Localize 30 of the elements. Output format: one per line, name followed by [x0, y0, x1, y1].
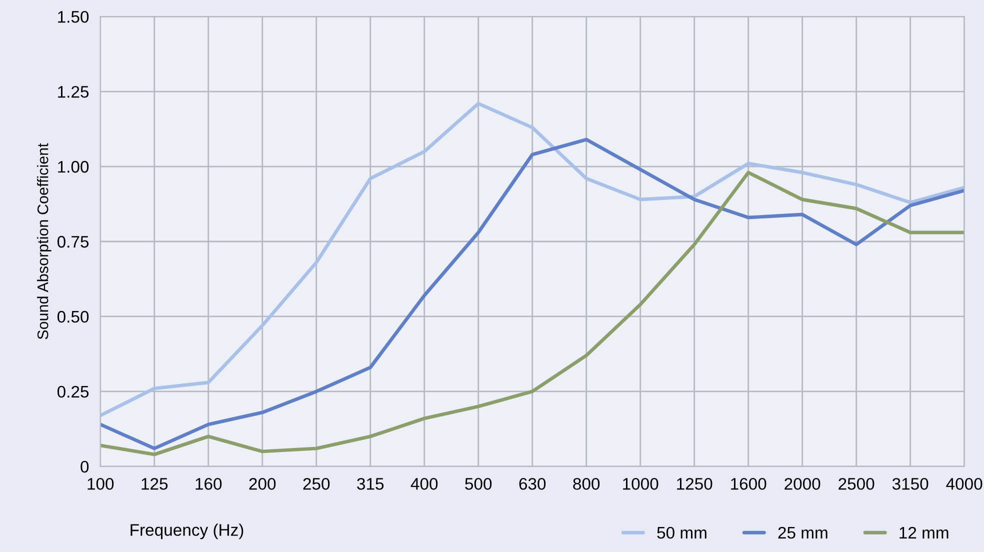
y-tick-label: 1.50 [58, 10, 89, 23]
x-tick-label: 800 [573, 478, 600, 490]
legend-label: 12 mm [900, 526, 948, 539]
y-tick-label: 1.00 [58, 160, 89, 173]
legend-label: 50 mm [657, 526, 706, 539]
line-series [100, 102, 964, 418]
y-tick-label: 0.25 [57, 386, 89, 398]
y-tick-label: 1.25 [58, 86, 89, 98]
y-tick-label: 0.75 [57, 236, 89, 248]
x-tick-label: 4000 [946, 478, 982, 490]
x-tick-label: 400 [410, 478, 438, 490]
x-tick-label: 3150 [892, 478, 928, 490]
x-tick-label: 630 [519, 478, 546, 490]
x-tick-label: 160 [196, 478, 222, 490]
x-axis-title: Frequency (Hz) [130, 524, 244, 540]
x-tick-label: 100 [88, 478, 114, 490]
x-tick-label: 1600 [731, 478, 766, 490]
x-tick-label: 200 [249, 478, 276, 490]
y-axis-title: Sound Absorption Coefficient [37, 143, 52, 340]
y-tick-label: 0 [80, 460, 89, 473]
x-tick-label: 250 [303, 478, 330, 490]
x-tick-label: 500 [465, 478, 492, 490]
x-tick-label: 1000 [623, 478, 658, 490]
x-tick-label: 125 [142, 478, 168, 490]
legend-label: 25 mm [778, 526, 828, 539]
x-tick-label: 315 [357, 478, 384, 490]
x-tick-label: 2500 [838, 478, 874, 490]
x-tick-label: 2000 [784, 478, 820, 490]
x-tick-label: 1250 [677, 478, 712, 490]
y-tick-label: 0.50 [57, 310, 89, 323]
